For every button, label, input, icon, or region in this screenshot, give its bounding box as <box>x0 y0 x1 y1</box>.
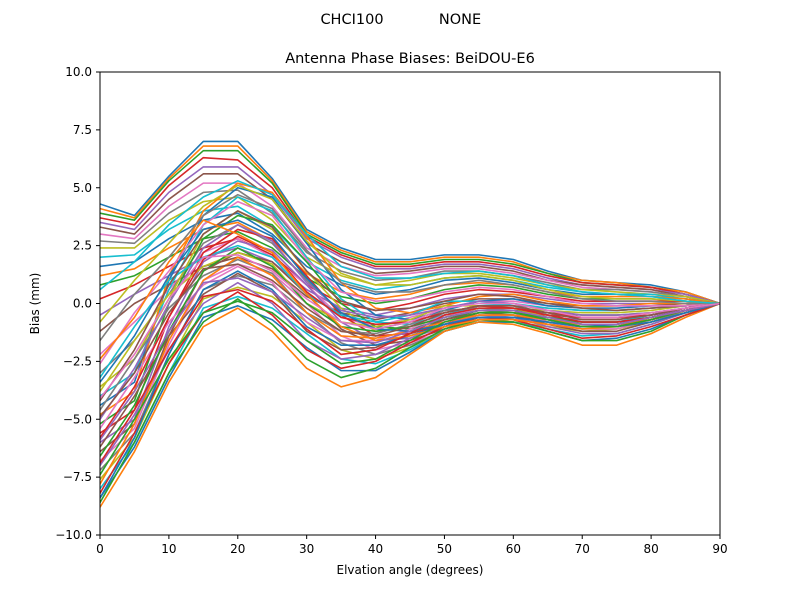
series-line-53 <box>100 300 720 476</box>
series-line-55 <box>100 277 720 441</box>
series-line-33 <box>100 298 720 503</box>
series-line-45 <box>100 223 720 420</box>
y-tick-label: 10.0 <box>65 65 92 79</box>
x-tick-label: 50 <box>437 542 452 556</box>
series-line-47 <box>100 200 720 365</box>
y-tick-label: −10.0 <box>55 528 92 542</box>
y-tick-label: 5.0 <box>73 181 92 195</box>
y-tick-label: 2.5 <box>73 239 92 253</box>
series-line-37 <box>100 265 720 429</box>
series-layer <box>100 140 720 508</box>
series-line-46 <box>100 210 720 402</box>
y-tick-label: −7.5 <box>63 470 92 484</box>
series-line-49 <box>100 184 720 323</box>
x-tick-label: 70 <box>575 542 590 556</box>
series-line-48 <box>100 193 720 342</box>
x-tick-label: 30 <box>299 542 314 556</box>
series-line-9 <box>100 196 720 305</box>
y-axis-label: Bias (mm) <box>28 273 42 335</box>
series-line-56 <box>100 263 720 418</box>
y-tick-label: −5.0 <box>63 412 92 426</box>
x-tick-label: 10 <box>161 542 176 556</box>
x-axis-label: Elvation angle (degrees) <box>337 563 484 577</box>
x-tick-label: 90 <box>712 542 727 556</box>
series-line-35 <box>100 281 720 466</box>
y-tick-label: 0.0 <box>73 297 92 311</box>
series-line-50 <box>100 180 720 305</box>
suptitle-radome: NONE <box>439 12 481 28</box>
chart-title: Antenna Phase Biases: BeiDOU-E6 <box>285 51 535 67</box>
series-line-2 <box>100 145 720 305</box>
x-axis-ticks: 0 10 20 30 40 50 60 70 80 90 <box>96 535 728 556</box>
x-tick-label: 80 <box>643 542 658 556</box>
series-line-32 <box>100 302 720 508</box>
series-line-6 <box>100 173 720 305</box>
series-line-54 <box>100 288 720 464</box>
y-axis-ticks: −10.0 −7.5 −5.0 −2.5 0.0 2.5 5.0 7.5 10.0 <box>55 65 100 542</box>
y-tick-label: −2.5 <box>63 354 92 368</box>
series-line-4 <box>100 156 720 305</box>
y-tick-label: 7.5 <box>73 123 92 137</box>
x-tick-label: 0 <box>96 542 104 556</box>
suptitle-station: CHCI100 <box>320 12 383 28</box>
series-line-31 <box>100 302 720 499</box>
x-tick-label: 60 <box>506 542 521 556</box>
x-tick-label: 20 <box>230 542 245 556</box>
x-tick-label: 40 <box>368 542 383 556</box>
series-line-57 <box>100 254 720 399</box>
